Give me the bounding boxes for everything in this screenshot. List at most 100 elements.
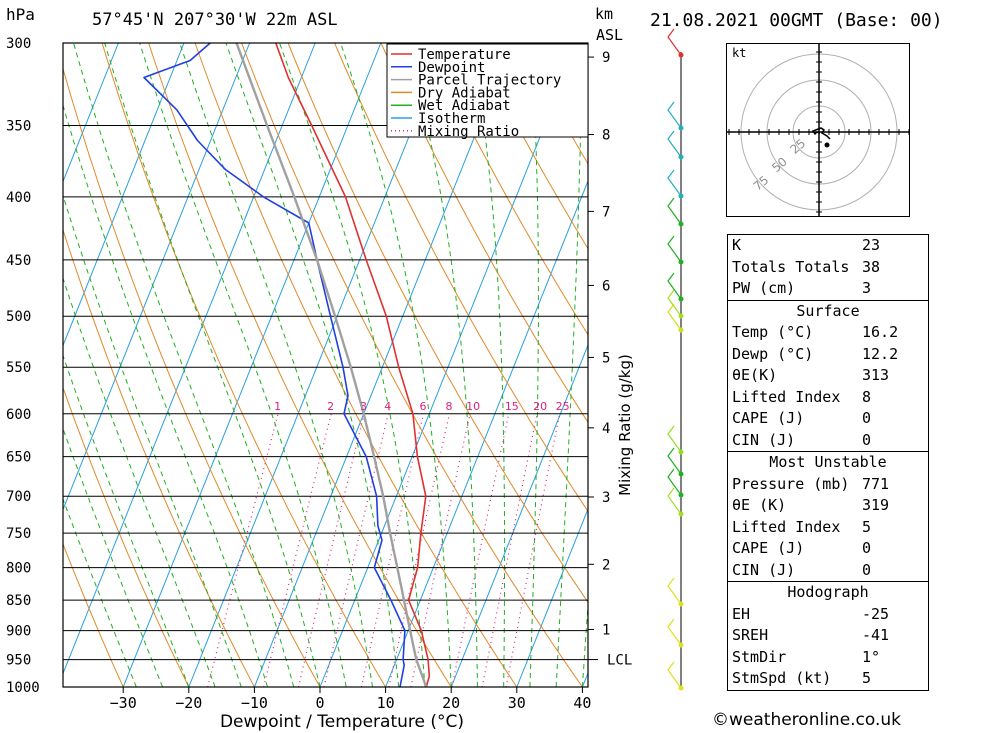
km-tick-label: 8 <box>602 128 610 144</box>
most-unstable-title: Most Unstable <box>728 451 928 474</box>
location-label: 57°45'N 207°30'W 22m ASL <box>92 10 338 30</box>
legend-entry: Wet Adiabat <box>418 98 511 114</box>
pressure-tick-label: 700 <box>6 489 31 505</box>
legend-box <box>386 43 589 138</box>
x-axis-label: Dewpoint / Temperature (°C) <box>220 712 464 732</box>
indices-table: K 23 Totals Totals 38 PW (cm) 3 Surface Tem… <box>727 234 929 691</box>
surface-row: Temp (°C) 16.2 <box>732 323 899 341</box>
wind-barb <box>667 447 682 475</box>
legend-entry: Dry Adiabat <box>418 85 511 101</box>
x-tick-label: 20 <box>442 694 460 712</box>
wet-adiabat-line <box>406 43 478 687</box>
wet-adiabat-line <box>340 43 452 687</box>
mixing-ratio-line <box>451 413 510 687</box>
dry-adiabat-line <box>985 43 1000 687</box>
mixing-ratio-label: 20 <box>533 400 547 413</box>
pressure-tick-label: 300 <box>6 36 31 52</box>
isotherm-line <box>63 43 185 347</box>
km-tick-label: 2 <box>602 557 610 573</box>
mixing-ratio-label: 15 <box>505 400 519 413</box>
surface-row: CIN (J) 0 <box>732 430 872 449</box>
isotherm-line <box>385 179 588 687</box>
hodograph-ring-label: 75 <box>751 173 772 194</box>
index-row: PW (cm) 3 <box>732 279 872 297</box>
temperature-profile <box>275 43 431 687</box>
mixing-ratio-label: 25 <box>556 400 570 413</box>
km-tick-label: 6 <box>602 278 610 294</box>
mixing-ratio-line <box>207 413 279 687</box>
most-unstable-row: θE (K) 319 <box>732 496 890 514</box>
pressure-tick-label: 550 <box>6 360 31 376</box>
wind-barb <box>667 618 682 646</box>
x-tick-label: −10 <box>241 694 268 712</box>
pressure-tick-label: 900 <box>6 624 31 640</box>
credit-link[interactable]: ©weatheronline.co.uk <box>712 710 902 730</box>
isotherm-line <box>63 43 119 183</box>
hodograph-row: EH -25 <box>732 604 890 623</box>
pressure-tick-label: 400 <box>6 190 31 206</box>
dry-adiabat-line <box>939 43 1000 687</box>
isotherm-line <box>253 43 513 687</box>
x-tick-label: 10 <box>377 694 395 712</box>
dry-adiabat-line <box>148 43 452 687</box>
hodograph-row: StmSpd (kt) 5 <box>732 669 872 687</box>
wet-adiabat-line <box>139 43 347 687</box>
wind-barb <box>667 197 682 225</box>
mixing-ratio-label: 1 <box>274 400 281 413</box>
wind-barb <box>667 28 682 56</box>
wet-adiabat-line <box>581 597 588 687</box>
mixing-ratio-label: 3 <box>360 400 367 413</box>
wet-adiabat-line <box>471 43 506 687</box>
isotherm-line <box>516 507 588 687</box>
legend-entry: Parcel Trajectory <box>418 73 561 89</box>
surface-row: θE(K) 313 <box>732 366 890 384</box>
lcl-label: LCL <box>607 653 632 669</box>
wet-adiabat-line <box>63 276 216 687</box>
hodograph-plot: kt 25 50 75 <box>727 41 910 223</box>
datetime-label: 21.08.2021 00GMT (Base: 00) <box>650 10 943 31</box>
wind-barb <box>667 487 682 515</box>
pressure-tick-label: 950 <box>6 653 31 669</box>
dry-adiabat-line <box>334 43 588 513</box>
pressure-tick-label: 600 <box>6 407 31 423</box>
pressure-unit: hPa <box>6 5 35 24</box>
hodograph-row: StmDir 1° <box>732 647 881 666</box>
km-tick-label: 3 <box>602 490 610 506</box>
hodograph-trace <box>811 127 831 140</box>
pressure-tick-label: 750 <box>6 526 31 542</box>
km-tick-label: 1 <box>602 622 610 638</box>
isotherm-line <box>63 43 316 675</box>
dewpoint-profile <box>143 43 406 687</box>
wind-barb <box>667 289 682 317</box>
wet-adiabat-line <box>225 43 400 687</box>
mixing-ratio-label: 4 <box>384 400 391 413</box>
wet-adiabat-line <box>555 43 583 687</box>
hodograph-panel: kt 25 50 75 <box>726 41 910 223</box>
wind-barb <box>667 425 682 453</box>
wind-barb <box>667 468 682 496</box>
legend-entry: Mixing Ratio <box>418 124 519 140</box>
hodograph-title: Hodograph <box>728 581 928 604</box>
hodograph-row: SREH -41 <box>732 626 890 644</box>
surface-row: CAPE (J) 0 <box>732 409 872 427</box>
pressure-tick-label: 650 <box>6 450 31 466</box>
x-tick-label: 40 <box>573 694 591 712</box>
most-unstable-row: CAPE (J) 0 <box>732 539 872 557</box>
x-tick-label: −20 <box>175 694 202 712</box>
wind-barb <box>667 577 682 605</box>
most-unstable-row: Pressure (mb) 771 <box>732 474 890 493</box>
wind-barb <box>667 101 682 129</box>
pressure-tick-label: 500 <box>6 309 31 325</box>
dry-adiabat-line <box>427 43 588 336</box>
isotherm-line <box>188 43 447 687</box>
legend-entry: Temperature <box>418 47 511 63</box>
km-tick-label: 4 <box>602 421 610 437</box>
km-tick-label: 7 <box>602 204 610 220</box>
km-tick-label: 9 <box>602 50 610 66</box>
x-tick-label: 30 <box>508 694 526 712</box>
wind-barb <box>667 130 682 158</box>
hodograph-unit: kt <box>732 46 746 60</box>
wind-barb <box>667 303 682 331</box>
index-row: Totals Totals 38 <box>732 257 881 276</box>
surface-row: Lifted Index 8 <box>732 387 872 406</box>
